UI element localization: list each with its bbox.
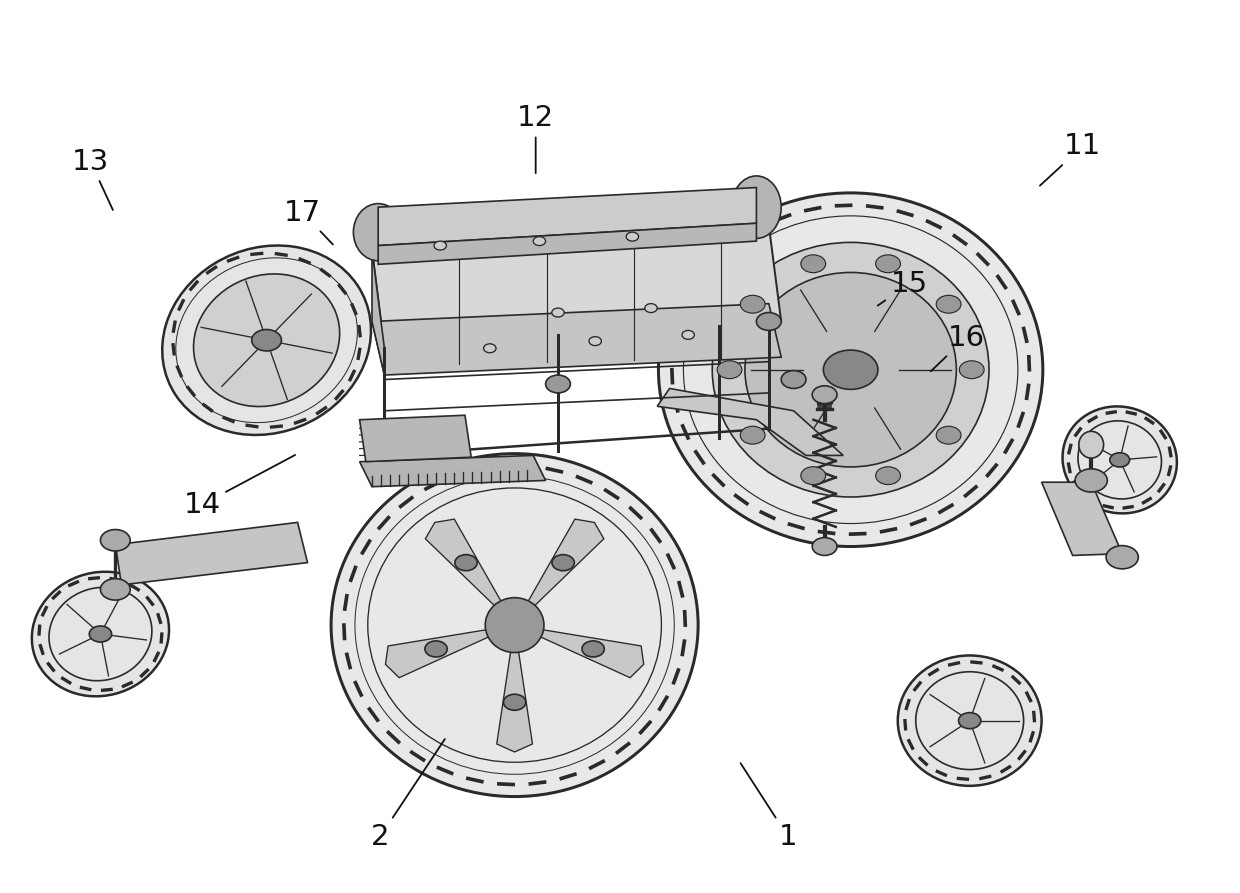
Polygon shape — [372, 225, 781, 348]
Ellipse shape — [745, 272, 956, 467]
Text: 1: 1 — [740, 764, 797, 851]
Ellipse shape — [1079, 431, 1104, 458]
Circle shape — [960, 361, 985, 379]
Circle shape — [812, 386, 837, 404]
Ellipse shape — [162, 246, 371, 435]
Circle shape — [100, 530, 130, 551]
Polygon shape — [1042, 482, 1122, 555]
Ellipse shape — [353, 204, 403, 261]
Circle shape — [434, 241, 446, 250]
Polygon shape — [360, 415, 471, 462]
Circle shape — [801, 255, 826, 272]
Circle shape — [645, 304, 657, 313]
Circle shape — [1110, 453, 1130, 467]
Circle shape — [823, 350, 878, 389]
Circle shape — [717, 361, 742, 379]
Circle shape — [936, 426, 961, 444]
Polygon shape — [372, 304, 781, 375]
Ellipse shape — [331, 454, 698, 797]
Circle shape — [740, 296, 765, 313]
Circle shape — [484, 344, 496, 353]
Polygon shape — [657, 388, 843, 455]
Circle shape — [89, 626, 112, 642]
Circle shape — [582, 641, 604, 657]
Polygon shape — [538, 630, 644, 678]
Ellipse shape — [712, 242, 990, 497]
Polygon shape — [115, 522, 308, 585]
Polygon shape — [372, 250, 384, 375]
Polygon shape — [497, 649, 532, 752]
Text: 13: 13 — [72, 147, 113, 210]
Circle shape — [252, 330, 281, 351]
Circle shape — [425, 641, 448, 657]
Ellipse shape — [898, 655, 1042, 786]
Ellipse shape — [485, 597, 544, 653]
Circle shape — [936, 296, 961, 313]
Ellipse shape — [193, 274, 340, 406]
Circle shape — [455, 555, 477, 571]
Ellipse shape — [1063, 406, 1177, 513]
Circle shape — [756, 313, 781, 330]
Text: 17: 17 — [284, 198, 332, 245]
Circle shape — [552, 555, 574, 571]
Text: 11: 11 — [1040, 132, 1101, 186]
Text: 14: 14 — [184, 455, 295, 519]
Polygon shape — [386, 630, 491, 678]
Circle shape — [552, 308, 564, 317]
Ellipse shape — [732, 176, 781, 238]
Text: 15: 15 — [878, 270, 928, 305]
Circle shape — [812, 538, 837, 555]
Polygon shape — [378, 223, 756, 264]
Circle shape — [546, 375, 570, 393]
Text: 12: 12 — [517, 104, 554, 173]
Circle shape — [682, 330, 694, 339]
Circle shape — [740, 426, 765, 444]
Text: 16: 16 — [931, 323, 985, 371]
Circle shape — [1106, 546, 1138, 569]
Circle shape — [875, 255, 900, 272]
Polygon shape — [527, 519, 604, 608]
Circle shape — [503, 694, 526, 710]
Circle shape — [959, 713, 981, 729]
Circle shape — [1075, 469, 1107, 492]
Circle shape — [626, 232, 639, 241]
Circle shape — [589, 337, 601, 346]
Text: 2: 2 — [371, 739, 445, 851]
Circle shape — [781, 371, 806, 388]
Ellipse shape — [658, 193, 1043, 547]
Polygon shape — [360, 455, 546, 487]
Polygon shape — [425, 519, 502, 608]
Polygon shape — [378, 188, 756, 246]
Circle shape — [100, 579, 130, 600]
Ellipse shape — [32, 572, 169, 697]
Circle shape — [801, 467, 826, 485]
Circle shape — [533, 237, 546, 246]
Circle shape — [875, 467, 900, 485]
